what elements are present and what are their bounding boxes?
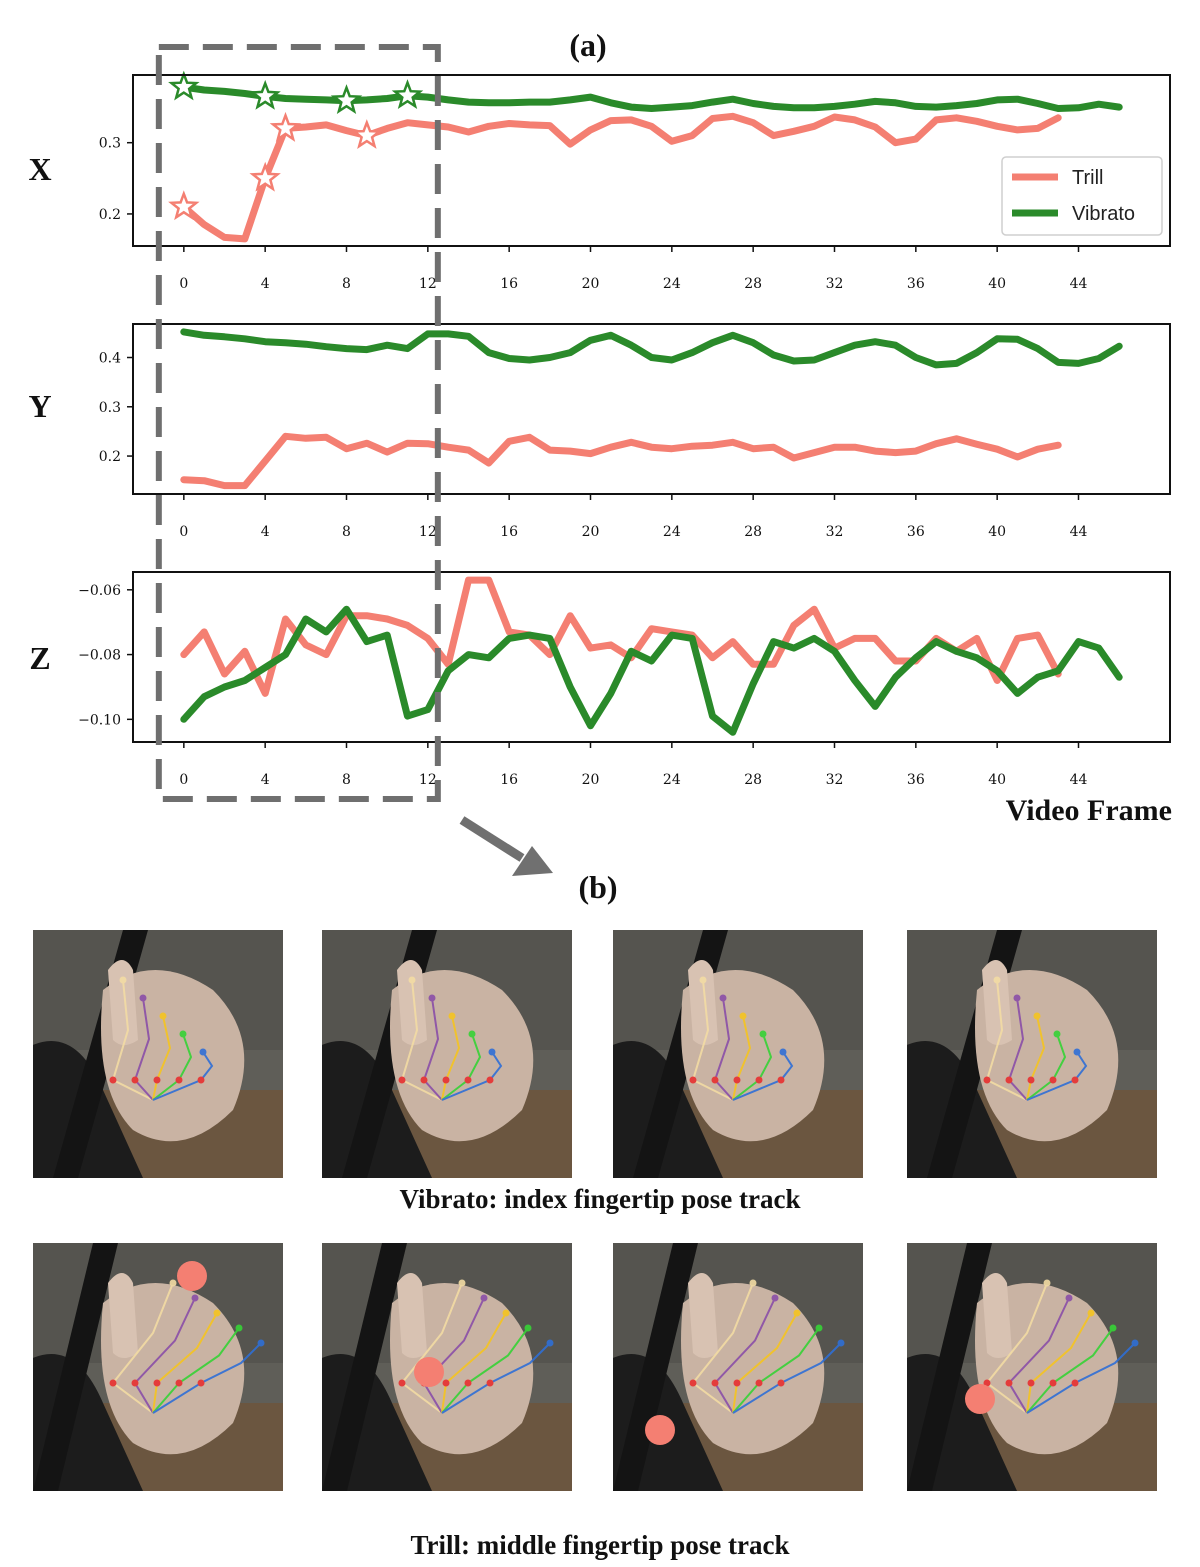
star-marker-vibrato [330,84,363,115]
y-tick-label: −0.06 [78,583,121,599]
x-tick-label: 28 [744,772,762,788]
vibrato-caption: Vibrato: index fingertip pose track [399,1184,801,1214]
series-line-vibrato [180,328,1123,369]
x-tick-label: 8 [342,772,351,788]
legend-label-vibrato: Vibrato [1072,203,1135,225]
x-tick-label: 36 [907,772,925,788]
star-marker-vibrato [249,79,281,110]
x-tick-label: 20 [582,524,600,540]
series-line-vibrato [180,605,1123,736]
x-tick-label: 4 [261,772,270,788]
star-marker-trill [351,119,383,149]
y-tick-label: −0.08 [78,648,121,664]
x-tick-label: 12 [419,276,437,292]
x-tick-label: 8 [342,276,351,292]
x-tick-label: 0 [179,276,188,292]
x-tick-label: 4 [261,276,270,292]
x-tick-label: 8 [342,524,351,540]
x-tick-label: 40 [988,524,1006,540]
x-tick-label: 40 [988,772,1006,788]
pose-track-chart: (a) X0.20.30 4 8 12 16 20 24 28 32 36 40 44TrillVib… [28,27,1172,905]
x-tick-label: 28 [744,276,762,292]
panel-b-label: (b) [578,869,617,905]
star-marker-vibrato [391,79,424,110]
legend-label-trill: Trill [1072,167,1103,189]
series-line-vibrato [180,83,1123,112]
star-marker-trill [249,161,281,192]
x-axis-label: Video Frame [1006,794,1172,827]
star-marker-vibrato [168,70,200,101]
panel-z: Z −0.06 −0.08 −0.10 0 4 8 12 16 20 24 28 32 36 40 44 [29,571,1171,788]
star-marker-trill [168,190,200,221]
y-tick-label: −0.10 [78,712,121,728]
axis-letter-z: Z [29,640,50,676]
x-tick-label: 0 [179,524,188,540]
x-tick-label: 28 [744,524,762,540]
x-tick-label: 24 [663,276,681,292]
x-tick-label: 12 [419,524,437,540]
highlight-box [155,44,441,802]
trill-frame-3 [613,1243,863,1491]
series-line-trill [180,112,1062,243]
chart-panels: X0.20.30 4 8 12 16 20 24 28 32 36 40 44TrillVibrato… [28,44,1171,802]
vibrato-frame-1 [33,930,283,1178]
x-tick-label: 44 [1070,772,1088,788]
star-marker-trill [269,111,302,142]
x-tick-label: 24 [663,772,681,788]
vibrato-frame-2 [322,930,572,1178]
x-tick-label: 16 [500,276,518,292]
x-tick-label: 32 [826,772,844,788]
x-tick-label: 44 [1070,524,1088,540]
vibrato-frame-4 [907,930,1157,1178]
x-tick-label: 0 [179,772,188,788]
x-tick-label: 12 [419,772,437,788]
legend: Trill Vibrato [1001,156,1163,236]
y-tick-label: 0.2 [99,449,121,465]
x-tick-label: 24 [663,524,681,540]
vibrato-frame-3 [613,930,863,1178]
y-tick-label: 0.3 [99,400,121,416]
x-tick-label: 16 [500,524,518,540]
plot-frame [132,74,1171,247]
axis-letter-y: Y [28,388,51,424]
x-tick-label: 16 [500,772,518,788]
x-tick-label: 4 [261,524,270,540]
x-tick-label: 44 [1070,276,1088,292]
x-tick-label: 36 [907,276,925,292]
y-tick-label: 0.2 [99,207,121,223]
x-tick-label: 32 [826,276,844,292]
x-tick-label: 32 [826,524,844,540]
x-tick-label: 20 [582,276,600,292]
y-tick-label: 0.4 [99,351,121,367]
panel-x: X 0.2 0.3 0 4 8 12 16 20 24 28 32 36 40 44 Trill Vibrato [28,70,1171,292]
y-tick-label: 0.3 [99,136,121,152]
down-arrow [459,816,553,876]
x-tick-label: 40 [988,276,1006,292]
trill-frame-2 [322,1243,572,1491]
trill-caption: Trill: middle fingertip pose track [410,1530,790,1560]
trill-frame-1 [33,1243,283,1491]
plot-frame [132,323,1171,495]
series-line-trill [180,432,1062,490]
x-tick-label: 36 [907,524,925,540]
trill-frame-4 [907,1243,1157,1491]
axis-letter-x: X [28,151,51,187]
panel-y: Y 0.2 0.3 0.4 0 4 8 12 16 20 24 28 32 36 40 44 [28,323,1171,540]
plot-frame [132,571,1171,743]
x-tick-label: 20 [582,772,600,788]
panel-a-label: (a) [569,27,606,63]
